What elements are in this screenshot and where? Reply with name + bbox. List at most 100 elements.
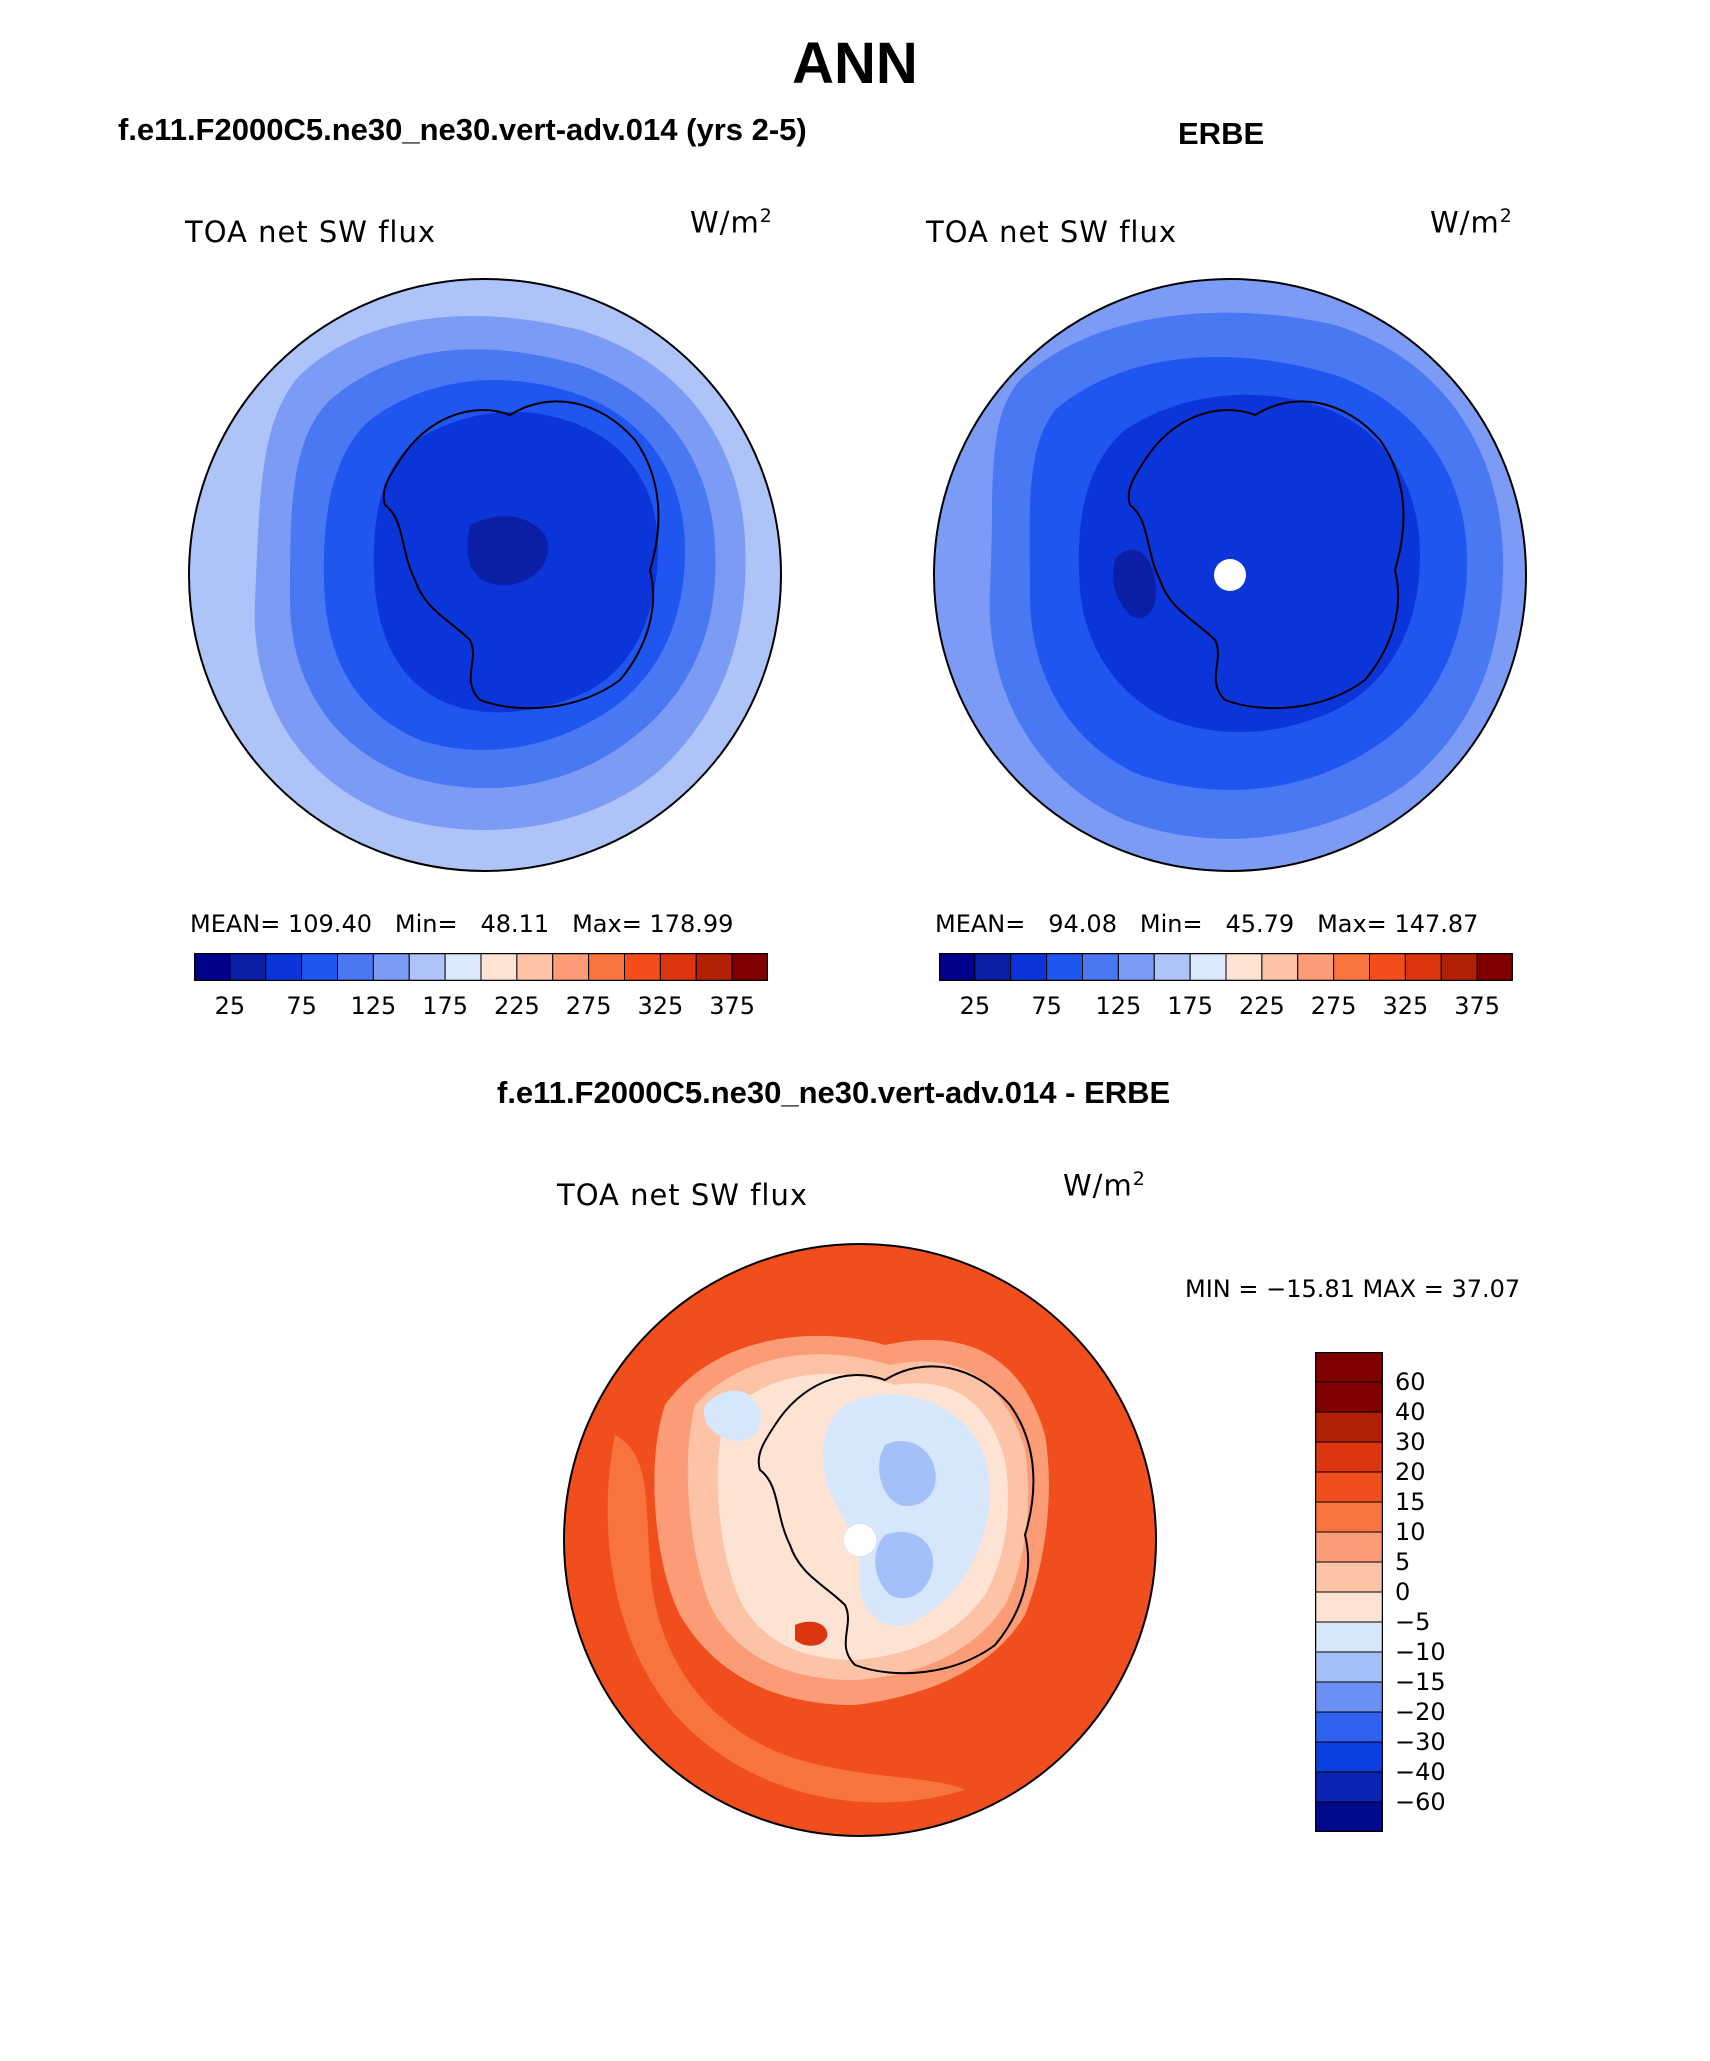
panel2-stats: MEAN= 94.08 Min= 45.79 Max= 147.87 bbox=[935, 910, 1479, 938]
colorbar-box bbox=[552, 953, 590, 981]
colorbar-box bbox=[588, 953, 625, 981]
colorbar-tick-label: −20 bbox=[1395, 1698, 1446, 1726]
panel2-colorbar bbox=[939, 953, 1513, 981]
colorbar-box bbox=[194, 953, 231, 981]
colorbar-box bbox=[731, 953, 768, 981]
panel2-field-core bbox=[1078, 394, 1420, 732]
panel1-colorbar bbox=[194, 953, 768, 981]
diff-minmax: MIN = −15.81 MAX = 37.07 bbox=[1185, 1275, 1521, 1303]
colorbar-tick-label: 325 bbox=[637, 992, 684, 1020]
colorbar-tick-label: 25 bbox=[214, 992, 246, 1020]
colorbar-tick-label: −40 bbox=[1395, 1758, 1446, 1786]
colorbar-tick-label: 125 bbox=[1095, 992, 1142, 1020]
colorbar-box bbox=[1315, 1591, 1383, 1623]
colorbar-box bbox=[624, 953, 661, 981]
colorbar-box bbox=[408, 953, 446, 981]
colorbar-box bbox=[229, 953, 267, 981]
colorbar-tick-label: 275 bbox=[565, 992, 612, 1020]
colorbar-tick-label: 60 bbox=[1395, 1368, 1426, 1396]
panel2-polar-map bbox=[933, 278, 1527, 872]
diff-variable-label: TOA net SW flux bbox=[557, 1178, 809, 1212]
panel1-map-border bbox=[188, 278, 782, 872]
colorbar-box bbox=[1315, 1741, 1383, 1773]
colorbar-box bbox=[974, 953, 1012, 981]
colorbar-tick-label: 325 bbox=[1382, 992, 1429, 1020]
diff-field-neg-a bbox=[823, 1394, 990, 1626]
colorbar-tick-label: 5 bbox=[1395, 1548, 1411, 1576]
diff-field-neg-b bbox=[704, 1390, 761, 1441]
colorbar-box bbox=[1046, 953, 1083, 981]
colorbar-box bbox=[1440, 953, 1478, 981]
colorbar-tick-label: 20 bbox=[1395, 1458, 1426, 1486]
colorbar-tick-label: −30 bbox=[1395, 1728, 1446, 1756]
colorbar-box bbox=[1315, 1441, 1383, 1473]
colorbar-box bbox=[1117, 953, 1155, 981]
diff-colorbar-ticks: 60 40 30 20 15 10 5 0 −5 −10 −15 −20 −30 −40 −60 bbox=[1395, 1352, 1485, 1832]
panel1-coastline bbox=[382, 400, 660, 710]
colorbar-box bbox=[1315, 1352, 1383, 1383]
colorbar-box bbox=[1315, 1471, 1383, 1503]
colorbar-tick-label: 75 bbox=[286, 992, 317, 1020]
colorbar-box bbox=[337, 953, 374, 981]
colorbar-tick-label: 375 bbox=[709, 992, 756, 1020]
panel1-units: W/m2 bbox=[690, 205, 773, 240]
colorbar-tick-label: 0 bbox=[1395, 1578, 1411, 1606]
colorbar-box bbox=[1297, 953, 1335, 981]
colorbar-tick-label: −10 bbox=[1395, 1638, 1446, 1666]
colorbar-tick-label: 175 bbox=[422, 992, 469, 1020]
colorbar-tick-label: 25 bbox=[959, 992, 991, 1020]
colorbar-box bbox=[1153, 953, 1191, 981]
colorbar-box bbox=[695, 953, 733, 981]
panel2-map-border bbox=[933, 278, 1527, 872]
panel1-case-title: f.e11.F2000C5.ne30_ne30.vert-adv.014 (yr… bbox=[118, 112, 807, 147]
panel2-variable-label: TOA net SW flux bbox=[926, 215, 1178, 249]
diff-field-band-a bbox=[607, 1435, 965, 1803]
colorbar-tick-label: 375 bbox=[1454, 992, 1501, 1020]
panel2-colorbar-ticks: 25 75 125 175 225 275 325 375 bbox=[939, 992, 1513, 1022]
colorbar-tick-label: 275 bbox=[1310, 992, 1357, 1020]
colorbar-box bbox=[1261, 953, 1299, 981]
colorbar-box bbox=[1082, 953, 1119, 981]
colorbar-tick-label: 30 bbox=[1395, 1428, 1426, 1456]
diff-field-pos-max bbox=[795, 1621, 828, 1646]
colorbar-tick-label: 40 bbox=[1395, 1398, 1426, 1426]
colorbar-box bbox=[1315, 1771, 1383, 1803]
panel1-variable-label: TOA net SW flux bbox=[185, 215, 437, 249]
panel1-field-min bbox=[467, 516, 549, 586]
colorbar-box bbox=[1315, 1501, 1383, 1533]
diff-missing-pole bbox=[844, 1524, 876, 1556]
panel2-coastline bbox=[1127, 400, 1405, 710]
panel1-polar-map bbox=[188, 278, 782, 872]
diff-field-neg-d bbox=[875, 1531, 934, 1599]
colorbar-box bbox=[1189, 953, 1227, 981]
colorbar-tick-label: 10 bbox=[1395, 1518, 1426, 1546]
colorbar-tick-label: 225 bbox=[493, 992, 540, 1020]
colorbar-tick-label: −60 bbox=[1395, 1788, 1446, 1816]
diff-polar-map bbox=[563, 1243, 1157, 1837]
colorbar-tick-label: 125 bbox=[350, 992, 397, 1020]
colorbar-tick-label: 75 bbox=[1031, 992, 1062, 1020]
colorbar-box bbox=[1315, 1801, 1383, 1832]
colorbar-box bbox=[1369, 953, 1406, 981]
panel2-field-min bbox=[1113, 549, 1156, 619]
colorbar-box bbox=[1315, 1681, 1383, 1713]
colorbar-box bbox=[480, 953, 518, 981]
panel2-units: W/m2 bbox=[1430, 205, 1513, 240]
colorbar-box bbox=[265, 953, 303, 981]
colorbar-box bbox=[1315, 1711, 1383, 1743]
colorbar-box bbox=[1315, 1381, 1383, 1413]
colorbar-box bbox=[516, 953, 554, 981]
colorbar-tick-label: 175 bbox=[1167, 992, 1214, 1020]
colorbar-box bbox=[1225, 953, 1263, 981]
colorbar-tick-label: −15 bbox=[1395, 1668, 1446, 1696]
colorbar-box bbox=[1333, 953, 1370, 981]
colorbar-box bbox=[659, 953, 697, 981]
colorbar-box bbox=[372, 953, 410, 981]
colorbar-box bbox=[1315, 1651, 1383, 1683]
colorbar-tick-label: 225 bbox=[1238, 992, 1285, 1020]
panel1-colorbar-ticks: 25 75 125 175 225 275 325 375 bbox=[194, 992, 768, 1022]
colorbar-box bbox=[1010, 953, 1048, 981]
colorbar-box bbox=[1315, 1411, 1383, 1443]
diff-colorbar bbox=[1315, 1352, 1383, 1832]
colorbar-box bbox=[301, 953, 338, 981]
